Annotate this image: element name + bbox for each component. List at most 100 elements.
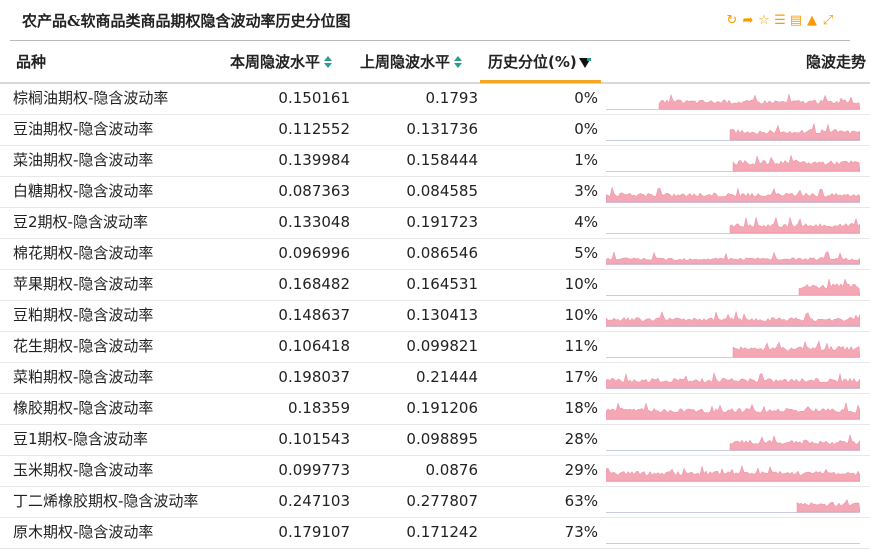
- sparkline-chart: [606, 371, 860, 389]
- table-row[interactable]: 原木期权-隐含波动率 0.179107 0.171242 73%: [0, 518, 870, 549]
- row-current: 0.133048: [278, 213, 350, 231]
- sparkline-area: [729, 122, 860, 141]
- fullscreen-icon[interactable]: ⤢: [822, 13, 834, 28]
- sparkline-chart: [606, 278, 860, 296]
- table-row[interactable]: 丁二烯橡胶期权-隐含波动率 0.247103 0.277807 63%: [0, 487, 870, 518]
- sparkline-area: [658, 93, 860, 110]
- header-percentile-sort[interactable]: 历史分位(%): [488, 44, 591, 82]
- table-row[interactable]: 豆油期权-隐含波动率 0.112552 0.131736 0%: [0, 115, 870, 146]
- row-sparkline: [606, 456, 860, 486]
- row-previous: 0.158444: [406, 151, 478, 169]
- sparkline-area: [732, 154, 860, 172]
- star-icon[interactable]: ☆: [758, 13, 770, 28]
- table-row[interactable]: 棉花期权-隐含波动率 0.096996 0.086546 5%: [0, 239, 870, 270]
- row-percentile: 18%: [564, 399, 598, 417]
- table-row[interactable]: 玉米期权-隐含波动率 0.099773 0.0876 29%: [0, 456, 870, 487]
- row-previous: 0.191723: [406, 213, 478, 231]
- sparkline-chart: [606, 93, 860, 110]
- refresh-icon[interactable]: ↻: [726, 13, 738, 28]
- row-current: 0.18359: [287, 399, 350, 417]
- sort-icon[interactable]: [453, 55, 463, 69]
- sparkline-area: [606, 371, 860, 389]
- table-row[interactable]: 花生期权-隐含波动率 0.106418 0.099821 11%: [0, 332, 870, 363]
- table-row[interactable]: 菜粕期权-隐含波动率 0.198037 0.21444 17%: [0, 363, 870, 394]
- bell-icon[interactable]: ▲: [807, 13, 817, 28]
- row-sparkline: [606, 208, 860, 238]
- row-current: 0.179107: [278, 523, 350, 541]
- row-percentile: 0%: [574, 89, 598, 107]
- table-row[interactable]: 豆1期权-隐含波动率 0.101543 0.098895 28%: [0, 425, 870, 456]
- row-sparkline: [606, 239, 860, 269]
- header-name: 品种: [16, 44, 46, 82]
- sparkline-chart: [606, 250, 860, 265]
- sparkline-chart: [606, 186, 860, 203]
- header-trend-label: 隐波走势: [806, 53, 867, 71]
- table-row[interactable]: 苹果期权-隐含波动率 0.168482 0.164531 10%: [0, 270, 870, 301]
- sparkline-area: [729, 216, 860, 234]
- row-name: 菜粕期权-隐含波动率: [13, 368, 154, 386]
- row-percentile: 29%: [564, 461, 598, 479]
- header-current-sort[interactable]: 本周隐波水平: [230, 44, 333, 82]
- table-row[interactable]: 棕榈油期权-隐含波动率 0.150161 0.1793 0%: [0, 84, 870, 115]
- row-name: 橡胶期权-隐含波动率: [13, 399, 154, 417]
- row-previous: 0.084585: [406, 182, 478, 200]
- header-percentile-label: 历史分位(%): [488, 53, 577, 71]
- row-percentile: 1%: [574, 151, 598, 169]
- table-row[interactable]: 白糖期权-隐含波动率 0.087363 0.084585 3%: [0, 177, 870, 208]
- table-header: 品种 本周隐波水平 上周隐波水平 历史分位(%) 隐波走势: [0, 44, 870, 84]
- row-name: 棉花期权-隐含波动率: [13, 244, 154, 262]
- row-percentile: 73%: [564, 523, 598, 541]
- row-current: 0.139984: [278, 151, 350, 169]
- row-name: 玉米期权-隐含波动率: [13, 461, 154, 479]
- list-icon[interactable]: ☰: [774, 13, 786, 28]
- row-current: 0.096996: [278, 244, 350, 262]
- row-percentile: 11%: [564, 337, 598, 355]
- share-icon[interactable]: ➦: [742, 13, 754, 28]
- row-sparkline: [606, 518, 860, 548]
- row-name: 豆粕期权-隐含波动率: [13, 306, 154, 324]
- row-current: 0.148637: [278, 306, 350, 324]
- table-row[interactable]: 豆2期权-隐含波动率 0.133048 0.191723 4%: [0, 208, 870, 239]
- row-name: 苹果期权-隐含波动率: [13, 275, 154, 293]
- row-percentile: 10%: [564, 275, 598, 293]
- row-sparkline: [606, 146, 860, 176]
- row-percentile: 4%: [574, 213, 598, 231]
- row-name: 白糖期权-隐含波动率: [13, 182, 154, 200]
- row-current: 0.099773: [278, 461, 350, 479]
- sort-icon[interactable]: [323, 55, 333, 69]
- row-name: 丁二烯橡胶期权-隐含波动率: [13, 492, 199, 510]
- row-current: 0.150161: [278, 89, 350, 107]
- table-row[interactable]: 豆粕期权-隐含波动率 0.148637 0.130413 10%: [0, 301, 870, 332]
- row-percentile: 10%: [564, 306, 598, 324]
- sparkline-chart: [606, 310, 860, 327]
- row-previous: 0.098895: [406, 430, 478, 448]
- export-icon[interactable]: ▤: [789, 13, 803, 28]
- row-name: 豆1期权-隐含波动率: [13, 430, 148, 448]
- header-trend: 隐波走势: [806, 44, 866, 82]
- sparkline-area: [606, 310, 860, 327]
- row-previous: 0.21444: [415, 368, 478, 386]
- sparkline-chart: [606, 216, 860, 234]
- sparkline-chart: [606, 498, 860, 513]
- title-divider: [10, 40, 850, 41]
- header-previous-sort[interactable]: 上周隐波水平: [360, 44, 463, 82]
- row-current: 0.101543: [278, 430, 350, 448]
- sparkline-area: [798, 278, 860, 296]
- row-name: 豆油期权-隐含波动率: [13, 120, 154, 138]
- row-previous: 0.277807: [406, 492, 478, 510]
- sparkline-chart: [606, 340, 860, 358]
- row-current: 0.106418: [278, 337, 350, 355]
- row-sparkline: [606, 301, 860, 331]
- row-percentile: 0%: [574, 120, 598, 138]
- table-row[interactable]: 橡胶期权-隐含波动率 0.18359 0.191206 18%: [0, 394, 870, 425]
- table-row[interactable]: 菜油期权-隐含波动率 0.139984 0.158444 1%: [0, 146, 870, 177]
- sparkline-chart: [606, 122, 860, 141]
- sparkline-area: [796, 498, 860, 513]
- row-name: 花生期权-隐含波动率: [13, 337, 154, 355]
- active-sort-indicator: [480, 80, 601, 83]
- sparkline-area: [606, 186, 860, 203]
- sparkline-area: [606, 464, 860, 482]
- row-sparkline: [606, 487, 860, 517]
- sparkline-area: [729, 433, 860, 451]
- sort-desc-icon[interactable]: [578, 57, 591, 68]
